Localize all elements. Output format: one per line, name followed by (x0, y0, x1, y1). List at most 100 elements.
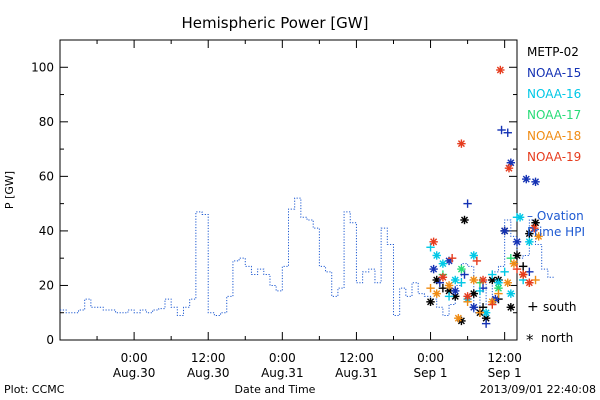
legend-entry-noaa-18: NOAA-18 (527, 129, 581, 143)
north-marker-label: north (541, 331, 573, 345)
star-d2 (451, 276, 459, 284)
south-point (426, 283, 435, 293)
north-point (438, 259, 448, 268)
chart-title: Hemispheric Power [GW] (182, 14, 369, 32)
north-point (469, 275, 478, 285)
plot-frame (59, 39, 518, 341)
south-point (525, 267, 534, 277)
north-point (469, 251, 478, 260)
legend-entry-noaa-17: NOAA-17 (527, 108, 581, 122)
south-point (531, 275, 540, 285)
x-tick-label-time: 0:00 (121, 351, 148, 365)
south-point (438, 283, 448, 293)
y-axis: 0 20 40 60 80 100 (31, 39, 517, 347)
x-tick-label-time: 0:00 (269, 351, 296, 365)
star-d2 (427, 298, 435, 306)
north-point (429, 264, 438, 274)
north-point (515, 213, 525, 222)
north-point (469, 303, 478, 312)
north-point (506, 303, 516, 312)
star-d2 (513, 238, 521, 246)
north-point (525, 237, 534, 247)
north-point (454, 313, 463, 323)
ovation-legend-label-line2: Prime HPI (527, 225, 585, 239)
south-marker-label: south (543, 300, 577, 314)
star-d2 (494, 284, 502, 292)
star-d2 (513, 251, 521, 259)
north-point (478, 275, 488, 285)
data-points-layer (426, 65, 543, 328)
x-tick-label-date: Aug.31 (335, 366, 378, 380)
star-d2 (457, 265, 465, 273)
star-d2 (479, 276, 487, 284)
x-tick-label-date: Sep 1 (414, 366, 448, 380)
legend: METP-02 NOAA-15 NOAA-16 NOAA-17 NOAA-18 NOAA-… (527, 45, 581, 164)
star-d2 (494, 279, 502, 287)
south-point (497, 125, 506, 135)
y-tick-label: 60 (39, 169, 54, 183)
star-d2 (482, 309, 490, 317)
north-point (534, 232, 543, 241)
star-d2 (505, 164, 513, 172)
x-tick-label-time: 0:00 (417, 351, 444, 365)
star-d2 (516, 213, 524, 221)
south-point (447, 253, 457, 263)
north-point (518, 270, 528, 279)
north-point (531, 218, 540, 227)
north-point (506, 289, 516, 298)
footer-timestamp: 2013/09/01 22:40:08 (480, 383, 596, 396)
north-point (432, 289, 441, 298)
north-point (481, 308, 491, 317)
north-point (438, 273, 448, 282)
star-d2 (451, 287, 459, 295)
star-d2 (460, 216, 469, 224)
north-point (432, 251, 441, 260)
star-d2 (430, 238, 438, 246)
north-point (451, 275, 460, 285)
north-point (504, 163, 514, 173)
north-point (525, 278, 534, 287)
north-point (509, 259, 519, 268)
north-point (426, 297, 435, 307)
star-d2 (504, 279, 512, 287)
south-point (472, 256, 482, 266)
star-d2 (445, 287, 453, 295)
north-point (525, 229, 534, 238)
series-noaa-16 (426, 213, 534, 317)
star-d2 (439, 273, 447, 281)
south-point (457, 278, 466, 287)
star-d2 (445, 257, 453, 265)
north-point (451, 286, 460, 296)
x-tick-label-time: 12:00 (339, 351, 374, 365)
plot-border (59, 39, 518, 341)
star-d2 (457, 140, 465, 148)
y-axis-label: P [GW] (3, 171, 16, 209)
north-point (512, 237, 522, 247)
footer-plot-credit: Plot: CCMC (4, 383, 65, 396)
star-d2 (488, 276, 496, 284)
legend-entry-noaa-19: NOAA-19 (527, 150, 581, 164)
north-point (500, 226, 509, 236)
south-point (463, 199, 472, 208)
y-tick-label: 100 (31, 60, 54, 74)
y-tick-label: 20 (39, 278, 54, 292)
y-tick-label: 80 (39, 115, 54, 129)
south-point (512, 264, 522, 274)
series-noaa-19 (429, 65, 539, 309)
x-tick-label-date: Aug.30 (113, 366, 156, 380)
legend-entry-noaa-16: NOAA-16 (527, 87, 581, 101)
star-d2 (532, 178, 540, 186)
x-tick-label-date: Aug.31 (261, 366, 304, 380)
star-d2 (496, 66, 504, 74)
star-d2 (439, 260, 447, 268)
ovation-prime-hpi-line (60, 197, 555, 316)
y-tick-label: 0 (46, 333, 54, 347)
south-point (503, 128, 512, 137)
north-point (522, 174, 531, 184)
x-tick-label-time: 12:00 (191, 351, 226, 365)
ovation-legend-label-line1: – Ovation (527, 209, 584, 223)
x-tick-label-date: Aug.30 (187, 366, 230, 380)
x-tick-label-time: 12:00 (487, 351, 522, 365)
south-point (475, 286, 485, 296)
north-point (463, 292, 472, 301)
